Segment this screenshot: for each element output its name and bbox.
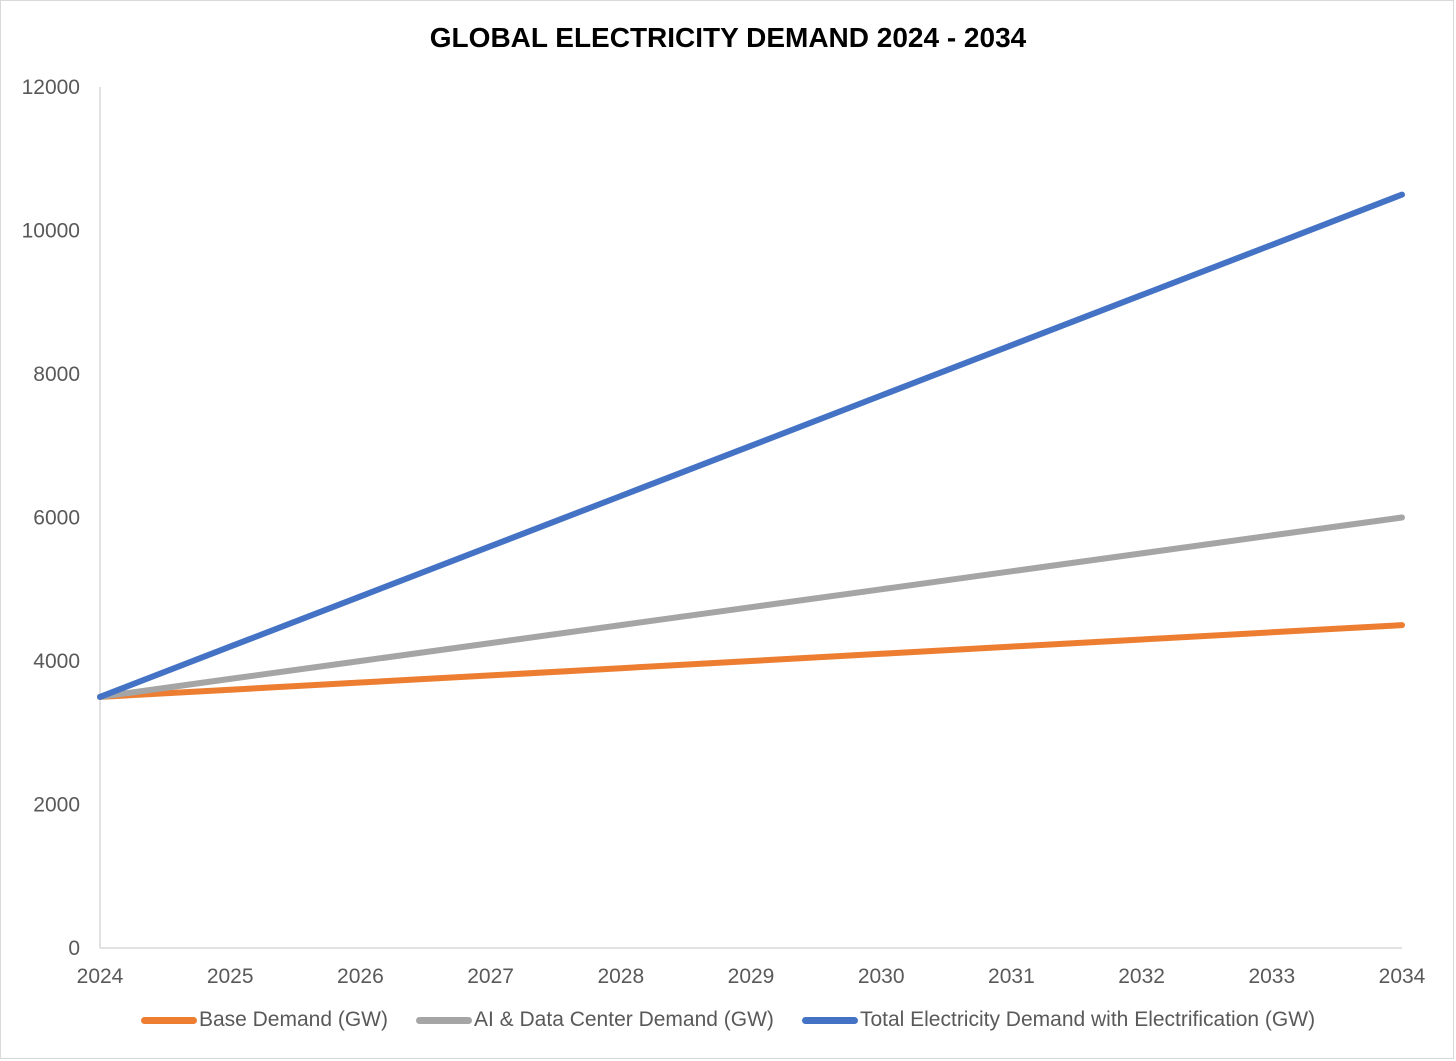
x-tick-label: 2029	[728, 965, 775, 988]
series-line-2	[97, 514, 1405, 700]
legend-label: Total Electricity Demand with Electrific…	[859, 1008, 1316, 1031]
legend-item-2: AI & Data Center Demand (GW)	[416, 1008, 774, 1032]
x-tick-label: 2033	[1248, 965, 1295, 988]
legend-swatch	[416, 1016, 472, 1024]
legend-label: Base Demand (GW)	[198, 1008, 388, 1031]
x-tick-label: 2032	[1118, 965, 1165, 988]
x-axis-ticks: 2024 2025 2026 2027 2028 2029 2030 2031 2032 2033…	[77, 965, 1426, 988]
y-axis-ticks: 0 2000 4000 6000 8000 10000 12000	[22, 76, 80, 960]
x-tick-label: 2034	[1379, 965, 1426, 988]
series-line-3	[97, 191, 1405, 700]
y-tick-label: 12000	[22, 76, 80, 99]
x-tick-label: 2030	[858, 965, 905, 988]
x-tick-label: 2026	[337, 965, 384, 988]
y-tick-label: 2000	[33, 794, 80, 817]
y-tick-label: 10000	[22, 220, 80, 243]
x-tick-label: 2027	[467, 965, 514, 988]
legend-swatch	[801, 1016, 858, 1024]
x-tick-label: 2024	[77, 965, 124, 988]
x-tick-label: 2031	[988, 965, 1035, 988]
series-line-1	[97, 622, 1405, 700]
legend-item-3: Total Electricity Demand with Electrific…	[801, 1008, 1316, 1032]
y-tick-label: 8000	[33, 363, 80, 386]
x-tick-label: 2025	[207, 965, 254, 988]
y-tick-label: 6000	[33, 507, 80, 530]
x-tick-label: 2028	[597, 965, 644, 988]
chart-title: GLOBAL ELECTRICITY DEMAND 2024 - 2034	[429, 22, 1027, 53]
legend: Base Demand (GW) AI & Data Center Demand …	[0, 1008, 1456, 1032]
y-tick-label: 0	[68, 937, 80, 960]
legend-item-1: Base Demand (GW)	[140, 1008, 388, 1032]
y-tick-label: 4000	[33, 650, 80, 673]
legend-swatch	[140, 1016, 197, 1024]
axes	[99, 87, 1402, 949]
legend-label: AI & Data Center Demand (GW)	[474, 1008, 774, 1031]
series-lines	[97, 191, 1405, 700]
